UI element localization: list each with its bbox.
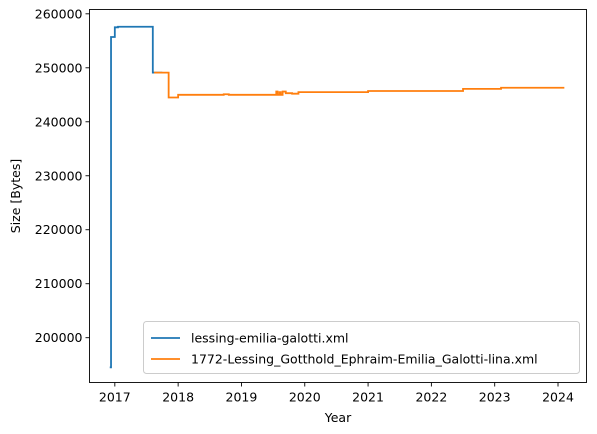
- y-tick-label: 250000: [35, 60, 83, 75]
- x-tick-label: 2021: [352, 390, 384, 405]
- y-tick-label: 230000: [35, 168, 83, 183]
- x-tick-label: 2020: [289, 390, 321, 405]
- legend-label-series-1: lessing-emilia-galotti.xml: [191, 331, 349, 346]
- x-tick-label: 2017: [99, 390, 131, 405]
- y-tick-label: 260000: [35, 6, 83, 21]
- y-tick-label: 200000: [35, 330, 83, 345]
- legend-label-series-2: 1772-Lessing_Gotthold_Ephraim-Emilia_Gal…: [191, 352, 538, 367]
- x-tick-label: 2022: [415, 390, 447, 405]
- y-tick-label: 220000: [35, 222, 83, 237]
- x-tick-label: 2018: [162, 390, 194, 405]
- x-axis-label: Year: [324, 410, 352, 425]
- y-tick-label: 210000: [35, 276, 83, 291]
- x-tick-label: 2019: [226, 390, 258, 405]
- x-tick-label: 2024: [542, 390, 574, 405]
- legend: lessing-emilia-galotti.xml 1772-Lessing_…: [144, 322, 580, 374]
- y-tick-label: 240000: [35, 114, 83, 129]
- y-axis-label: Size [Bytes]: [8, 159, 23, 233]
- x-tick-label: 2023: [479, 390, 511, 405]
